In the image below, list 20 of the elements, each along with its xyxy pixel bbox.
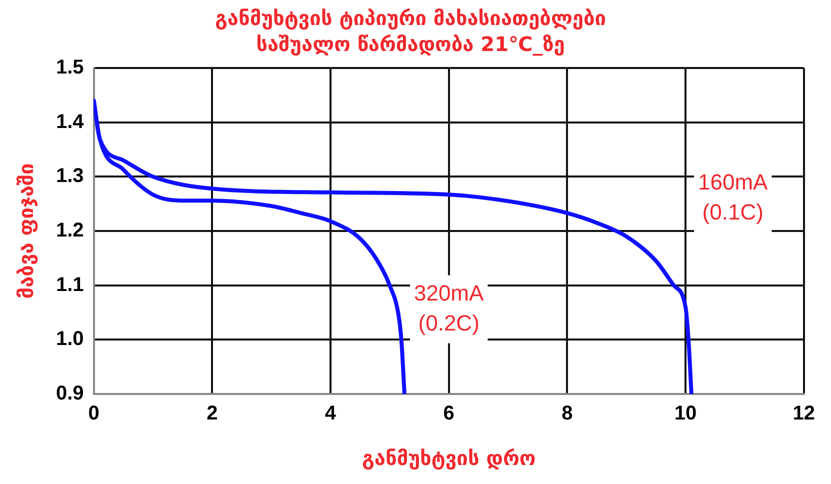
y-tick-label: 0.9 bbox=[56, 382, 84, 405]
x-axis-title: განმუხტვის დრო bbox=[362, 446, 536, 470]
annotation: 160mA (0.1C) bbox=[698, 169, 768, 224]
x-tick-label: 2 bbox=[206, 402, 218, 425]
y-tick-label: 1.1 bbox=[56, 274, 84, 296]
chart-subtitle: საშუალო წარმადობა 21℃_ზე bbox=[256, 32, 565, 56]
chart-title: განმუხტვის ტიპიური მახასიათებლები bbox=[214, 6, 606, 30]
y-axis-title: მაბვა ფიჯაში bbox=[14, 163, 38, 299]
y-tick-label: 1.5 bbox=[56, 56, 84, 79]
x-tick-label: 6 bbox=[443, 402, 454, 425]
y-tick-label: 1.0 bbox=[56, 328, 84, 350]
x-tick-label: 12 bbox=[792, 402, 815, 425]
y-tick-label: 1.2 bbox=[56, 220, 84, 242]
x-tick-label: 8 bbox=[562, 402, 573, 425]
y-tick-label: 1.4 bbox=[56, 110, 85, 133]
y-tick-label: 1.3 bbox=[56, 165, 84, 188]
x-tick-label: 10 bbox=[674, 402, 697, 425]
annotation: 320mA (0.2C) bbox=[414, 280, 484, 336]
x-tick-label: 0 bbox=[88, 402, 100, 425]
x-tick-label: 4 bbox=[324, 402, 337, 425]
